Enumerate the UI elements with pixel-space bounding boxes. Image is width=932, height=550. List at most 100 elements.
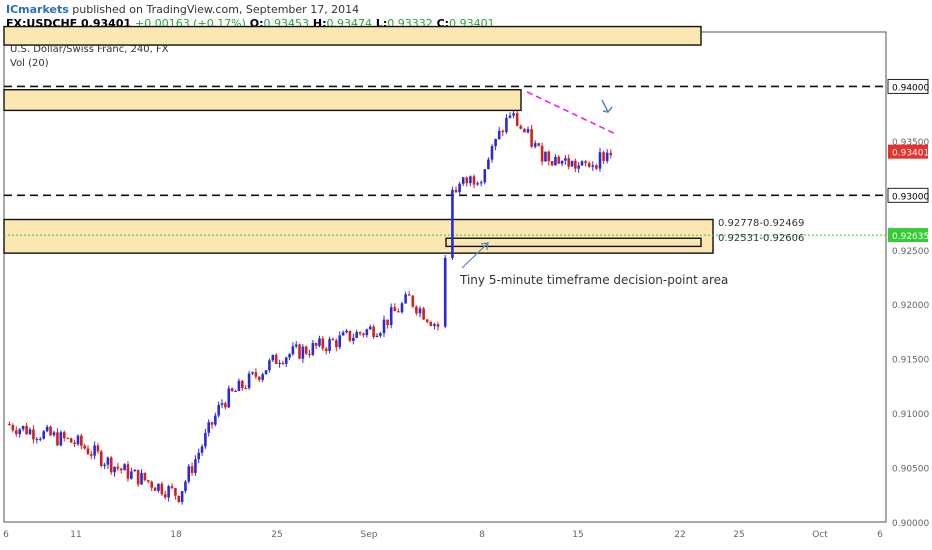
candle-body: [86, 448, 90, 455]
annotation-text: Tiny 5-minute timeframe decision-point a…: [460, 273, 729, 287]
candle-body: [21, 425, 25, 430]
candle-body: [341, 332, 345, 336]
candle-body: [76, 435, 80, 445]
candle-body: [177, 495, 181, 503]
candle-body: [184, 481, 187, 492]
candle-body: [153, 487, 157, 491]
candle-body: [314, 343, 318, 346]
candle-body: [458, 183, 461, 193]
candle-body: [580, 161, 584, 166]
candle-body: [59, 432, 63, 446]
candle-body: [66, 438, 70, 440]
candle-body: [32, 429, 35, 440]
candle-body: [241, 380, 244, 389]
candle-body: [301, 346, 305, 359]
candle-body: [567, 158, 571, 167]
annotation-arrow: [461, 242, 489, 269]
y-tick-label-0: 0.90000: [892, 519, 929, 529]
x-tick-label-8: 25: [733, 530, 744, 540]
candle-body: [577, 165, 580, 169]
candle-body: [550, 161, 554, 166]
candle-body: [557, 156, 561, 164]
y-tick-label-5: 0.92500: [892, 247, 929, 257]
candle-body: [602, 152, 605, 161]
candle-body: [328, 339, 331, 351]
candle-body: [574, 160, 577, 169]
candle-body: [28, 429, 32, 435]
candle-body: [375, 335, 379, 338]
candle-body: [519, 125, 523, 129]
candle-body: [591, 165, 595, 167]
candle-body: [368, 326, 372, 330]
published-text: published on TradingView.com, September …: [72, 3, 360, 16]
candle-body: [116, 466, 120, 469]
candle-body: [220, 403, 224, 405]
zone-label-inner: 0.92531-0.92606: [718, 233, 805, 244]
candle-body: [42, 431, 46, 439]
candle-body: [278, 362, 281, 365]
candle-body: [69, 438, 73, 443]
candle-body: [609, 152, 613, 156]
candle-body: [38, 438, 42, 440]
candle-body: [400, 303, 404, 313]
brand-link[interactable]: ICmarkets: [6, 3, 69, 16]
candle-body: [451, 189, 454, 258]
candle-body: [284, 357, 288, 364]
candle-body: [274, 354, 278, 365]
candle-body: [230, 388, 234, 392]
candle-body: [487, 159, 490, 170]
candle-body: [210, 422, 214, 425]
candle-body: [174, 488, 177, 496]
candle-body: [180, 491, 184, 503]
candle-body: [298, 344, 301, 359]
candle-body: [476, 183, 479, 185]
candle-body: [8, 424, 11, 426]
candle-body: [598, 152, 602, 169]
chart-title: U.S. Dollar/Swiss Franc, 240, FX: [10, 44, 169, 55]
candle-body: [268, 360, 271, 371]
candle-body: [160, 483, 164, 495]
candle-body: [204, 432, 207, 447]
green-level-tag-text: 0.92635: [892, 232, 929, 242]
candle-body: [271, 354, 275, 361]
candle-body: [465, 177, 469, 184]
supply-demand-zone-3: [445, 237, 702, 248]
candle-body: [291, 346, 295, 355]
candle-body: [143, 472, 147, 481]
candle-body: [261, 374, 264, 380]
candle-body: [422, 308, 425, 320]
candle-body: [515, 113, 519, 126]
axis-level-box-8: [887, 78, 929, 94]
candle-body: [497, 130, 501, 139]
candle-body: [348, 330, 352, 341]
candle-body: [605, 152, 609, 161]
candle-body: [234, 390, 237, 392]
candle-body: [254, 372, 258, 377]
candle-body: [505, 117, 508, 133]
candle-body: [89, 454, 93, 456]
candle-body: [167, 486, 170, 498]
candle-body: [404, 294, 407, 304]
axis-level-box-6: [887, 187, 929, 203]
candle-body: [461, 177, 465, 184]
y-tick-label-3: 0.91500: [892, 356, 929, 366]
candle-body: [483, 169, 487, 183]
candle-body: [207, 422, 211, 433]
candle-body: [244, 388, 248, 390]
candle-body: [362, 333, 365, 336]
candle-body: [358, 332, 362, 334]
candle-body: [318, 338, 321, 346]
candle-body: [214, 415, 217, 425]
candle-body: [411, 295, 415, 307]
candle-body: [415, 306, 418, 314]
candle-body: [14, 430, 18, 435]
candle-body: [386, 319, 389, 325]
candle-body: [308, 353, 311, 355]
candle-body: [187, 466, 191, 482]
low-label: L:: [375, 17, 388, 30]
candle-body: [472, 176, 476, 185]
y-tick-label-7: 0.93500: [892, 138, 929, 148]
candle-body: [35, 439, 39, 441]
candle-body: [288, 354, 291, 358]
